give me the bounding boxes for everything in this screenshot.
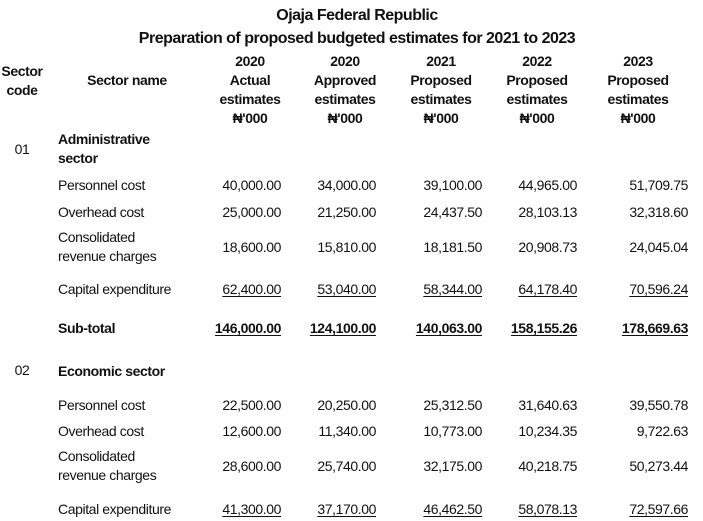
- subtotal-value: 146,000.00: [214, 320, 281, 336]
- row-value: 40,000.00: [222, 177, 281, 193]
- row-value: 22,500.00: [222, 397, 281, 413]
- row-value: 28,600.00: [222, 458, 281, 474]
- row-value: 31,640.63: [518, 397, 577, 413]
- row-label: Overhead cost: [58, 204, 144, 220]
- header-column: 2020 Approved estimates ₦'000: [313, 53, 377, 126]
- row-value: 15,810.00: [317, 239, 376, 255]
- row-value: 25,000.00: [222, 204, 281, 220]
- row-label: Personnel cost: [58, 397, 146, 413]
- row-value: 20,908.73: [518, 239, 577, 255]
- row-value: 18,181.50: [423, 239, 482, 255]
- row-value: 41,300.00: [222, 501, 281, 517]
- subtotal-value: 178,669.63: [621, 320, 688, 336]
- row-value: 24,437.50: [423, 204, 482, 220]
- row-value: 32,318.60: [629, 204, 688, 220]
- row-value: 34,000.00: [317, 177, 376, 193]
- row-value: 9,722.63: [636, 423, 689, 439]
- document-subtitle: Preparation of proposed budgeted estimat…: [138, 30, 576, 47]
- row-label: Capital expenditure: [58, 281, 172, 297]
- row-value: 18,600.00: [222, 239, 281, 255]
- row-value: 62,400.00: [222, 281, 281, 297]
- row-label: Overhead cost: [58, 423, 144, 439]
- row-value: 39,100.00: [423, 177, 482, 193]
- row-value: 64,178.40: [518, 281, 577, 297]
- header-sector-code: Sector code: [1, 63, 43, 98]
- subtotal-value: 140,063.00: [415, 320, 482, 336]
- row-value: 11,340.00: [318, 423, 376, 439]
- header-sector-name: Sector name: [87, 72, 167, 88]
- row-value: 21,250.00: [317, 204, 376, 220]
- row-value: 50,273.44: [629, 458, 688, 474]
- row-value: 37,170.00: [317, 501, 376, 517]
- row-value: 72,597.66: [629, 501, 688, 517]
- row-label: Capital expenditure: [58, 501, 172, 517]
- row-value: 10,234.35: [518, 423, 577, 439]
- sector-name: Economic sector: [58, 363, 165, 379]
- subtotal-label: Sub-total: [58, 320, 116, 336]
- header-column: 2020 Actual estimates ₦'000: [219, 53, 281, 126]
- row-value: 58,344.00: [423, 281, 482, 297]
- row-value: 44,965.00: [518, 177, 577, 193]
- row-label: Personnel cost: [58, 177, 146, 193]
- sector-code: 02: [14, 362, 30, 378]
- subtotal-value: 124,100.00: [309, 320, 376, 336]
- row-value: 46,462.50: [423, 501, 482, 517]
- row-value: 39,550.78: [629, 397, 688, 413]
- row-value: 51,709.75: [629, 177, 688, 193]
- header-column: 2023 Proposed estimates ₦'000: [607, 53, 669, 126]
- header-column: 2022 Proposed estimates ₦'000: [506, 53, 568, 126]
- subtotal-value: 158,155.26: [510, 320, 577, 336]
- row-label: Consolidated revenue charges: [58, 229, 157, 264]
- row-value: 24,045.04: [629, 239, 688, 255]
- sector-code: 01: [14, 141, 30, 157]
- row-value: 70,596.24: [629, 281, 688, 297]
- row-value: 40,218.75: [518, 458, 577, 474]
- row-value: 12,600.00: [222, 423, 281, 439]
- sector-name: Administrative sector: [58, 131, 150, 166]
- row-value: 32,175.00: [423, 458, 482, 474]
- row-value: 25,740.00: [317, 458, 376, 474]
- row-value: 53,040.00: [317, 281, 376, 297]
- row-value: 58,078.13: [518, 501, 577, 517]
- header-column: 2021 Proposed estimates ₦'000: [410, 53, 472, 126]
- row-value: 25,312.50: [423, 397, 482, 413]
- document-title: Ojaja Federal Republic: [276, 7, 438, 24]
- row-value: 28,103.13: [518, 204, 577, 220]
- row-value: 10,773.00: [423, 423, 482, 439]
- row-value: 20,250.00: [317, 397, 376, 413]
- row-label: Consolidated revenue charges: [58, 448, 157, 483]
